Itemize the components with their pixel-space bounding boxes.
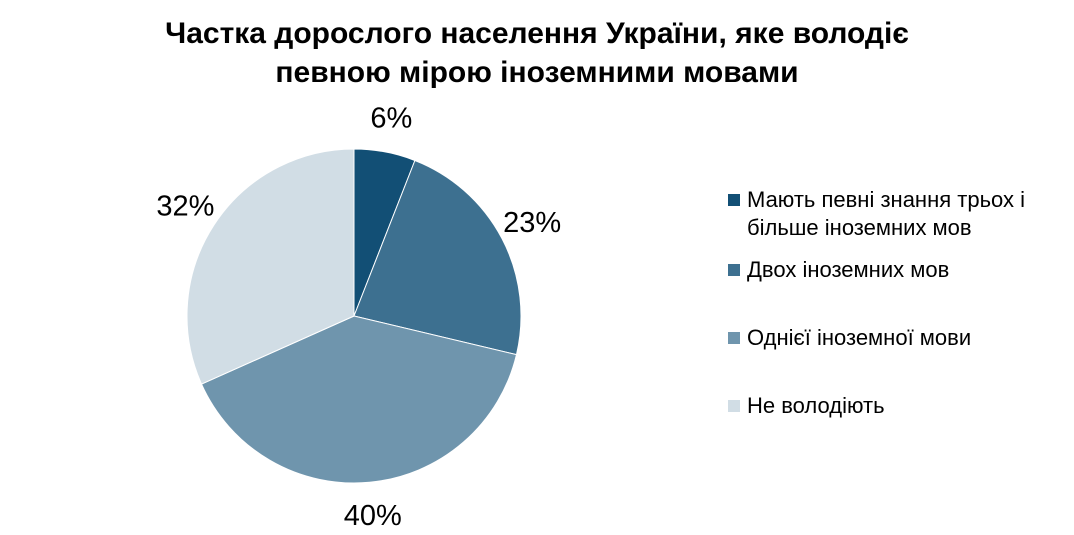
slice-one: [200, 315, 518, 484]
legend-swatch: [728, 400, 740, 412]
chart-title-line-2: певною мірою іноземними мовами: [275, 56, 799, 89]
slice-two: [353, 159, 522, 356]
chart-title-line-1: Частка дорослого населення України, яке …: [165, 17, 909, 50]
slice-none: [186, 148, 355, 385]
legend-swatch: [728, 332, 740, 344]
data-label-none: 32%: [156, 191, 214, 223]
legend-label: Двох іноземних мов: [747, 257, 950, 282]
legend-swatch: [728, 194, 740, 206]
chart-title: Частка дорослого населення України, яке …: [0, 14, 1074, 92]
data-label-two: 23%: [503, 207, 561, 239]
legend-swatch: [728, 264, 740, 276]
data-label-one: 40%: [344, 500, 402, 532]
data-label-three-plus: 6%: [370, 102, 412, 134]
legend-label: Не володіють: [747, 393, 885, 418]
legend-label: Однієї іноземної мови: [747, 325, 972, 350]
legend-label: Мають певні знання трьох і більше інозем…: [747, 187, 1026, 240]
